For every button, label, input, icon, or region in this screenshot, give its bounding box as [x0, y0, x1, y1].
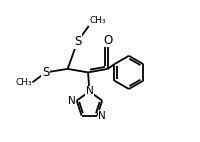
Text: N: N: [86, 86, 93, 96]
Text: S: S: [74, 35, 81, 48]
Text: O: O: [103, 34, 112, 47]
Text: S: S: [42, 66, 50, 79]
Text: N: N: [98, 111, 106, 121]
Text: CH₃: CH₃: [89, 16, 106, 25]
Text: N: N: [68, 96, 76, 106]
Text: CH₃: CH₃: [15, 78, 32, 87]
